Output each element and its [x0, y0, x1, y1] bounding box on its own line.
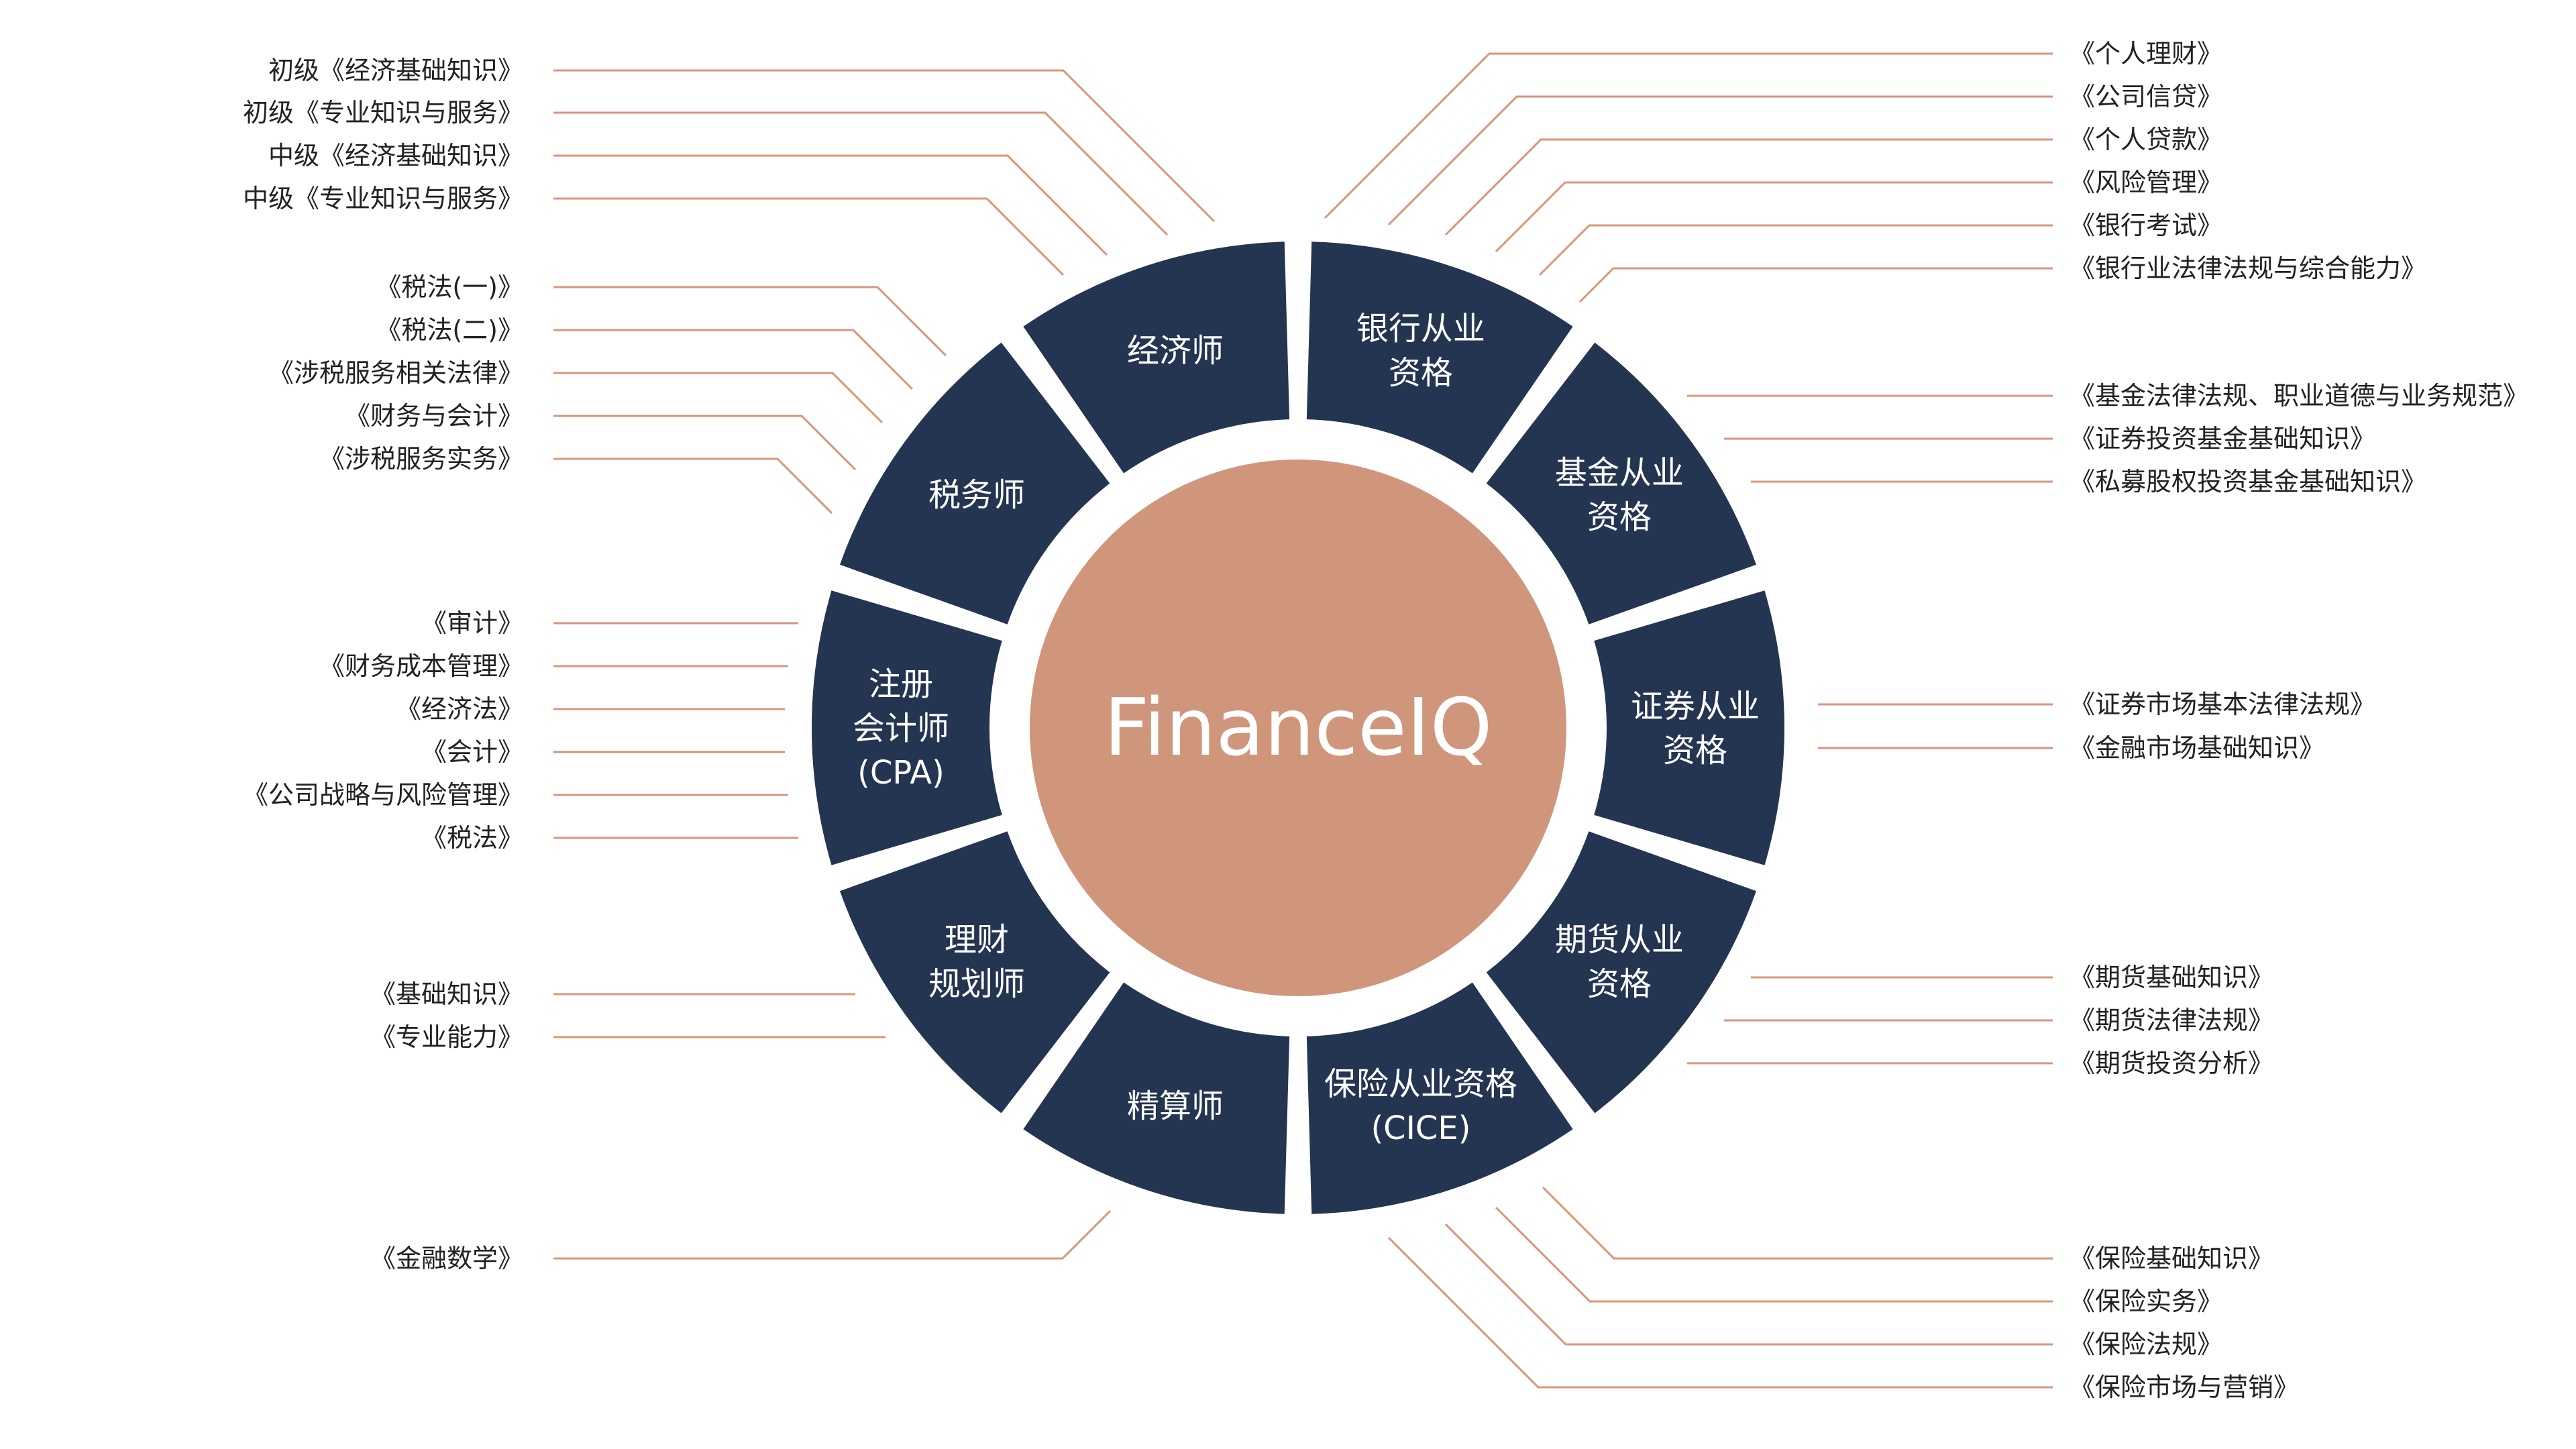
subject-bank: 《个人贷款》 [2070, 125, 2222, 154]
subject-economist: 中级《经济基础知识》 [268, 141, 523, 170]
segment-cpa [812, 590, 1002, 865]
subject-bank: 《公司信贷》 [2070, 82, 2222, 111]
subject-cpa: 《税法》 [421, 823, 523, 853]
subject-insurance: 《保险实务》 [2070, 1287, 2222, 1316]
leader-bank [1578, 267, 2053, 303]
leader-insurance [1495, 1206, 2053, 1303]
segment-label-futures: 资格 [1587, 965, 1652, 1003]
segment-label-securities: 资格 [1663, 732, 1727, 769]
segment-securities [1594, 590, 1784, 865]
subject-tax: 《财务与会计》 [345, 401, 523, 431]
subject-fund: 《证券投资基金基础知识》 [2070, 424, 2375, 453]
leader-tax [553, 372, 883, 424]
subject-bank: 《银行考试》 [2070, 211, 2222, 240]
segment-label-cpa: 会计师 [853, 710, 949, 747]
leader-insurance [1444, 1223, 2053, 1346]
leader-insurance [1542, 1186, 2053, 1260]
subject-fund: 《基金法律法规、职业道德与业务规范》 [2070, 381, 2528, 411]
subject-cpa: 《公司战略与风险管理》 [243, 780, 523, 810]
subject-tax: 《税法(一)》 [376, 272, 523, 302]
segment-label-bank: 银行从业 [1356, 310, 1485, 347]
segment-tax [840, 342, 1110, 625]
leader-economist [553, 111, 1169, 236]
subject-bank: 《银行业法律法规与综合能力》 [2070, 254, 2426, 283]
segment-label-fund: 资格 [1587, 498, 1652, 536]
subject-cpa: 《审计》 [421, 608, 523, 638]
subject-futures: 《期货法律法规》 [2070, 1006, 2273, 1035]
leader-economist [553, 154, 1108, 256]
segment-planner [840, 831, 1110, 1114]
leader-tax [553, 329, 914, 390]
subject-planner: 《基础知识》 [370, 979, 523, 1009]
segment-label-bank: 资格 [1389, 354, 1453, 392]
leader-tax [553, 415, 857, 471]
segment-futures [1486, 831, 1756, 1114]
subject-insurance: 《保险法规》 [2070, 1330, 2222, 1359]
subject-planner: 《专业能力》 [370, 1022, 523, 1052]
segment-bank [1306, 241, 1573, 474]
leader-lines [553, 52, 2053, 1389]
segment-label-tax: 税务师 [928, 476, 1025, 514]
leader-tax [553, 458, 833, 515]
subject-tax: 《税法(二)》 [376, 315, 523, 345]
segment-insurance [1306, 982, 1573, 1214]
segment-fund [1486, 342, 1756, 625]
segment-label-planner: 理财 [945, 921, 1009, 959]
leader-economist [553, 197, 1065, 276]
segment-label-planner: 规划师 [928, 965, 1025, 1003]
center-title: FinanceIQ [1104, 681, 1492, 773]
subject-bank: 《个人理财》 [2070, 39, 2222, 68]
segment-label-securities: 证券从业 [1631, 688, 1760, 725]
subject-futures: 《期货投资分析》 [2070, 1049, 2273, 1078]
subject-insurance: 《保险基础知识》 [2070, 1244, 2273, 1273]
leader-bank [1495, 181, 2053, 253]
subject-cpa: 《经济法》 [396, 694, 523, 724]
segment-economist [1023, 241, 1290, 474]
center-circle [1030, 460, 1566, 996]
subject-futures: 《期货基础知识》 [2070, 963, 2273, 992]
subject-securities: 《金融市场基础知识》 [2070, 733, 2324, 763]
subject-tax: 《涉税服务相关法律》 [268, 358, 523, 388]
segment-label-cpa: 注册 [869, 665, 933, 703]
leader-bank [1444, 138, 2053, 236]
subject-tax: 《涉税服务实务》 [319, 444, 523, 474]
segment-label-actuary: 精算师 [1127, 1087, 1224, 1125]
subject-actuary: 《金融数学》 [370, 1244, 523, 1273]
segment-label-fund: 基金从业 [1555, 454, 1684, 492]
segment-label-insurance: 保险从业资格 [1324, 1065, 1517, 1103]
segment-label-futures: 期货从业 [1555, 921, 1684, 959]
leader-bank [1538, 224, 2053, 276]
subject-economist: 初级《经济基础知识》 [268, 56, 523, 85]
subject-insurance: 《保险市场与营销》 [2070, 1373, 2299, 1402]
subject-labels: 初级《经济基础知识》初级《专业知识与服务》中级《经济基础知识》中级《专业知识与服… [243, 39, 2528, 1402]
subject-economist: 初级《专业知识与服务》 [243, 98, 523, 127]
leader-bank [1324, 52, 2053, 219]
subject-fund: 《私募股权投资基金基础知识》 [2070, 467, 2426, 496]
leader-economist [553, 69, 1216, 223]
leader-insurance [1387, 1236, 2053, 1389]
leader-actuary [553, 1210, 1112, 1260]
subject-bank: 《风险管理》 [2070, 168, 2222, 197]
center-hub: FinanceIQ [1030, 460, 1566, 996]
segment-label-insurance: (CICE) [1371, 1110, 1470, 1147]
segment-label-cpa: (CPA) [857, 754, 945, 792]
subject-cpa: 《财务成本管理》 [319, 651, 523, 681]
subject-securities: 《证券市场基本法律法规》 [2070, 690, 2375, 719]
segment-actuary [1023, 982, 1290, 1214]
leader-bank [1387, 95, 2053, 226]
certification-ring: 银行从业资格基金从业资格证券从业资格期货从业资格保险从业资格(CICE)精算师理… [812, 241, 1784, 1214]
segment-label-economist: 经济师 [1127, 332, 1224, 370]
subject-cpa: 《会计》 [421, 737, 523, 767]
subject-economist: 中级《专业知识与服务》 [243, 184, 523, 213]
leader-tax [553, 286, 947, 357]
